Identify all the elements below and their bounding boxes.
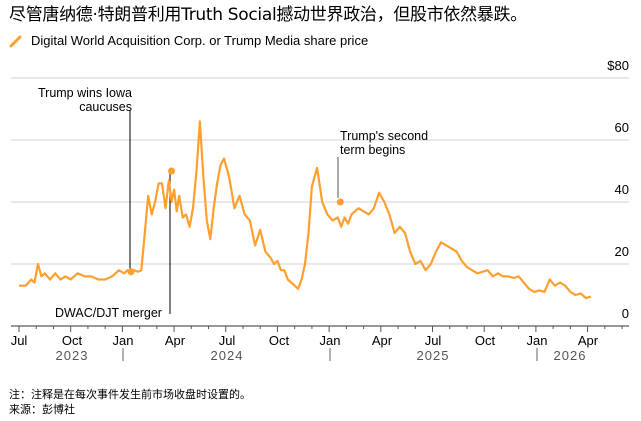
share-price-line [19, 120, 592, 300]
legend-label: Digital World Acquisition Corp. or Trump… [31, 33, 369, 48]
annotation-merger: DWAC/DJT merger [55, 306, 162, 320]
chart-title: 尽管唐纳德·特朗普利用Truth Social撼动世界政治，但股市依然暴跌。 [9, 5, 527, 25]
annotation-second-term-line2: term begins [340, 143, 406, 157]
year-dividers [122, 348, 538, 361]
x-tick-jul-2024: Jul [218, 333, 236, 348]
year-label-2026: 2026 [553, 348, 587, 363]
year-label-2025: 2025 [416, 348, 450, 363]
annotation-iowa: Trump wins Iowa caucuses [31, 86, 132, 114]
year-label-2023: 2023 [55, 348, 89, 363]
x-tick-jan-2025: Jan [319, 333, 341, 348]
x-tick-jul-2023: Jul [10, 333, 28, 348]
x-axis-ticks [18, 326, 623, 332]
event-marker [127, 268, 135, 276]
y-tick-60: 60 [614, 120, 629, 135]
y-tick-80: $80 [607, 58, 629, 73]
y-tick-40: 40 [614, 182, 629, 197]
event-marker [336, 198, 344, 206]
x-tick-oct-2025: Oct [474, 333, 496, 348]
y-tick-0: 0 [621, 306, 629, 321]
x-tick-jul-2025: Jul [424, 333, 442, 348]
x-tick-oct-2023: Oct [61, 333, 83, 348]
annotation-iowa-line1: Trump wins Iowa [37, 86, 132, 100]
legend-line-icon [9, 35, 22, 48]
x-tick-jan-2024: Jan [112, 333, 134, 348]
footnote: 注：注释是在每次事件发生前市场收盘时设置的。 [9, 388, 251, 401]
x-tick-oct-2024: Oct [268, 333, 290, 348]
event-marker [167, 167, 175, 175]
annotation-second-term: Trump's second term begins [340, 129, 428, 157]
x-tick-jan-2026: Jan [526, 333, 548, 348]
annotation-iowa-line2: caucuses [79, 100, 132, 114]
legend: Digital World Acquisition Corp. or Trump… [9, 33, 368, 49]
source: 来源：彭博社 [9, 403, 75, 416]
gridlines [11, 77, 629, 265]
annotation-second-term-line1: Trump's second [340, 129, 429, 143]
y-tick-20: 20 [614, 244, 629, 259]
x-tick-apr-2024: Apr [164, 333, 186, 348]
event-markers [127, 167, 344, 276]
x-tick-apr-2025: Apr [371, 333, 393, 348]
year-label-2024: 2024 [210, 348, 244, 363]
x-tick-apr-2026: Apr [577, 333, 599, 348]
